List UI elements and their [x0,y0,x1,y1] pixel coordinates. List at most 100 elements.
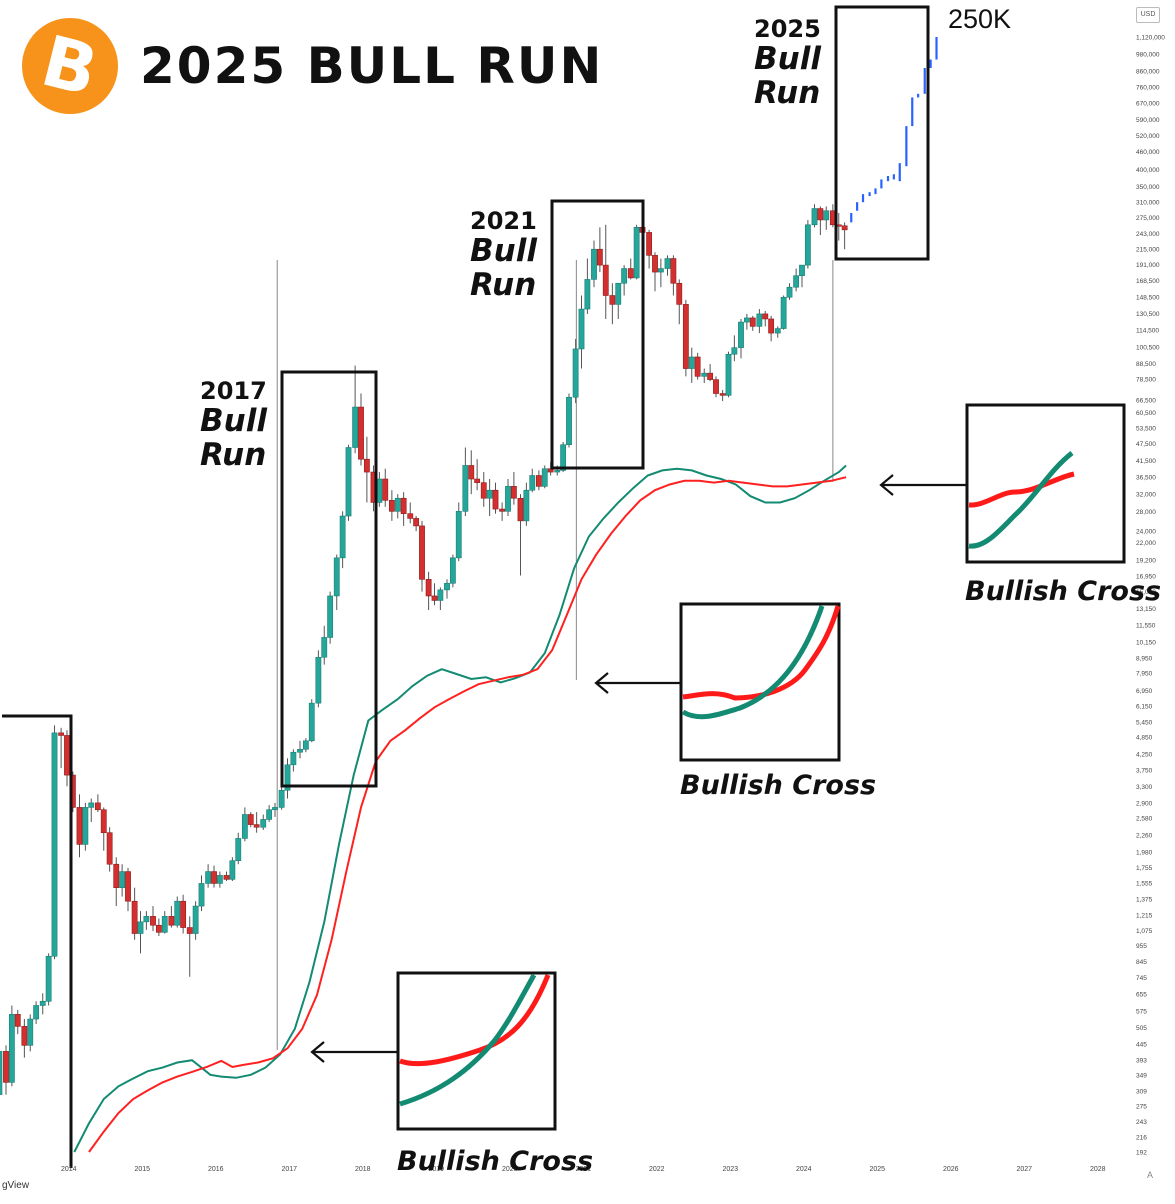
y-tick-label: 22,000 [1136,540,1156,547]
candle [566,393,572,448]
y-tick-label: 1,075 [1136,928,1153,935]
candle-body [400,497,407,514]
candle-body [688,356,695,369]
y-tick-label: 955 [1136,943,1147,950]
y-tick-label: 4,850 [1136,734,1153,741]
y-tick-label: 520,000 [1136,133,1160,140]
candle-body [216,875,223,884]
candle [572,338,579,404]
candle [682,299,689,377]
candle [492,482,499,514]
run-year: 2025 [754,15,821,43]
y-tick-label: 590,000 [1136,117,1160,124]
candle [155,918,162,937]
candle-body [841,225,848,231]
candle-body [731,347,738,355]
x-tick-label: 2028 [1090,1166,1106,1173]
candle-body [82,807,89,845]
x-tick-label: 2014 [61,1166,77,1173]
x-tick-label: 2020 [502,1166,518,1173]
inset-slow-ma [968,471,1075,508]
candle [198,875,205,912]
candle [768,315,775,342]
candle-body [811,208,818,226]
candle-body [315,656,322,704]
y-tick-label: 66,500 [1136,398,1156,405]
candle [253,812,260,833]
candle-body [523,489,530,522]
candle [82,802,89,851]
candle [584,258,591,314]
candle-body [174,900,181,926]
candle-body [627,268,634,279]
bitcoin-symbol: B [34,19,106,113]
y-tick-label: 1,120,000 [1136,35,1165,42]
candle-body [566,396,572,446]
candle-body [437,589,444,601]
candle [743,313,750,330]
candle-body [719,393,726,396]
candle [284,758,291,799]
candle [731,335,738,362]
candle [315,650,322,708]
y-tick-label: 745 [1136,975,1147,982]
candle-body [492,489,499,510]
candle-body [3,1051,9,1083]
candle-body [241,814,248,839]
y-tick-label: 1,755 [1136,865,1153,872]
candle [106,827,113,872]
auto-scale-button[interactable]: A [1147,1170,1154,1180]
candle-body [602,264,609,296]
candle-body [100,809,107,834]
candle-body [407,513,414,519]
candle [596,227,603,273]
candle [707,364,714,382]
candle [272,802,278,817]
candle-body [278,789,285,808]
candle-body [382,478,389,501]
candle-body [376,478,383,503]
candle-body [554,470,561,473]
candle [719,389,726,402]
candle [633,224,640,280]
candle [841,222,848,250]
candle [523,482,530,526]
candle [150,906,156,932]
currency-badge[interactable]: USD [1136,7,1160,23]
candle [756,309,763,334]
candle-body [621,268,628,284]
candle-body [113,863,120,888]
candle-body [247,814,254,825]
candle-body [21,1026,28,1046]
candle-body [94,802,101,811]
candle [321,625,328,665]
run-label-2017: 2017 Bull Run [200,378,267,473]
y-tick-label: 78,500 [1136,376,1156,383]
y-tick-label: 100,500 [1136,345,1160,352]
x-tick-label: 2017 [282,1166,298,1173]
target-price-label: 250K [948,4,1012,34]
candle [804,219,811,269]
candle [431,583,438,606]
candle-body [302,740,309,750]
candle-body [768,318,775,334]
candle [437,587,444,610]
y-tick-label: 670,000 [1136,101,1160,108]
candle [333,554,340,610]
y-tick-label: 11,550 [1136,623,1156,630]
candle-body [431,595,438,601]
footer-brand: gView [2,1180,30,1191]
y-tick-label: 168,500 [1136,278,1160,285]
candle-body [0,1051,3,1095]
candle-body [572,348,579,398]
candle [474,459,481,491]
candle [216,871,223,888]
candle-body [297,748,303,753]
candle [462,447,469,517]
candle [21,1019,28,1058]
candle [27,1014,34,1052]
bullish-cross-label-2: Bullish Cross [680,770,877,801]
x-tick-label: 2021 [576,1166,592,1173]
x-tick-label: 2026 [943,1166,959,1173]
